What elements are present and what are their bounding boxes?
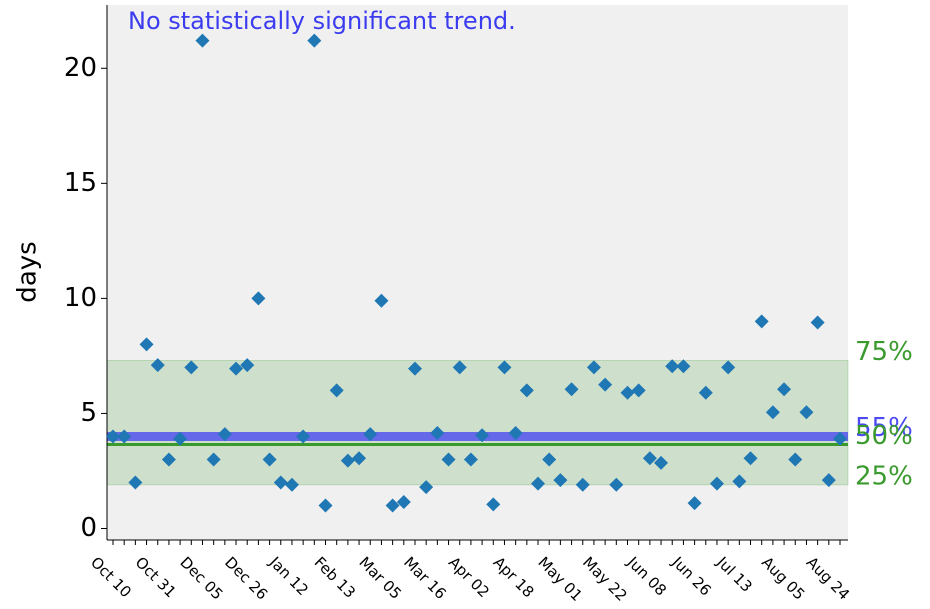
- point: [150, 358, 165, 373]
- plot-area: [107, 5, 848, 540]
- point: [665, 359, 680, 374]
- point: [833, 431, 847, 446]
- point: [363, 427, 378, 442]
- point: [575, 477, 590, 492]
- point: [631, 383, 646, 398]
- point: [508, 426, 523, 440]
- y-tick-label: 0: [80, 513, 97, 543]
- point: [531, 476, 546, 491]
- x-tick-label: Jul 13: [713, 553, 756, 596]
- y-tick-label: 10: [64, 283, 97, 313]
- point: [475, 428, 490, 443]
- x-tick-label: Mar 16: [400, 553, 450, 603]
- point: [106, 429, 120, 444]
- point: [206, 452, 221, 467]
- x-tick-label: Apr 18: [490, 553, 538, 601]
- point: [284, 477, 299, 492]
- point: [609, 477, 624, 492]
- point: [732, 474, 747, 489]
- y-tick-label: 15: [64, 168, 97, 198]
- point: [821, 473, 836, 488]
- point: [139, 337, 154, 352]
- reference-label: 75%: [855, 337, 913, 367]
- point: [352, 451, 367, 466]
- point: [687, 496, 702, 511]
- point: [296, 429, 311, 444]
- point: [598, 377, 613, 392]
- point: [374, 293, 389, 308]
- x-tick-label: Apr 02: [445, 553, 493, 601]
- point: [184, 360, 199, 375]
- iqr-band: [106, 360, 849, 486]
- point: [340, 453, 355, 468]
- x-tick-label: Aug 05: [758, 553, 808, 603]
- point: [553, 473, 568, 488]
- point: [586, 360, 601, 375]
- point: [396, 495, 411, 510]
- point: [273, 475, 288, 490]
- point: [519, 383, 534, 398]
- point: [240, 358, 255, 373]
- x-tick-label: Oct 31: [132, 553, 180, 601]
- point: [620, 385, 635, 400]
- point: [318, 498, 333, 513]
- point: [173, 431, 188, 446]
- point: [777, 382, 792, 397]
- x-tick-label: Dec 05: [176, 553, 226, 603]
- point: [709, 476, 724, 491]
- point: [262, 452, 277, 467]
- point: [788, 452, 803, 467]
- point: [698, 385, 713, 400]
- point: [161, 452, 176, 467]
- point: [642, 451, 657, 466]
- x-tick-label: Feb 13: [311, 553, 359, 601]
- x-tick-label: Jun 26: [668, 553, 715, 600]
- y-tick-label: 20: [64, 53, 97, 83]
- x-tick-label: Oct 10: [87, 553, 135, 601]
- point: [430, 426, 445, 440]
- point: [799, 405, 814, 420]
- annotation: No statistically significant trend.: [128, 7, 516, 35]
- point: [564, 382, 579, 397]
- point: [217, 427, 232, 442]
- x-tick-label: Aug 24: [803, 553, 853, 603]
- point: [251, 291, 266, 306]
- point: [497, 360, 512, 375]
- point: [743, 451, 758, 466]
- x-tick-label: Jan 12: [265, 553, 312, 600]
- reference-label: 55%: [855, 413, 913, 443]
- point: [452, 360, 467, 375]
- point: [810, 315, 825, 330]
- point: [385, 498, 400, 513]
- point: [329, 383, 344, 398]
- point: [676, 359, 691, 374]
- point: [117, 429, 132, 444]
- point: [654, 455, 669, 470]
- point: [721, 360, 736, 375]
- point: [128, 475, 143, 490]
- y-axis-label: days: [13, 241, 43, 302]
- point: [486, 497, 501, 512]
- reference-label: 25%: [855, 461, 913, 491]
- point: [229, 361, 244, 376]
- point: [307, 33, 322, 48]
- x-tick-label: May 22: [579, 553, 631, 605]
- point: [195, 33, 210, 48]
- point: [765, 405, 780, 420]
- point: [754, 314, 769, 329]
- y-tick-label: 5: [80, 398, 97, 428]
- point: [419, 480, 434, 495]
- point: [407, 361, 422, 376]
- reference-label: 50%: [855, 421, 913, 451]
- point: [542, 452, 557, 467]
- point: [463, 452, 478, 467]
- x-tick-label: Mar 05: [355, 553, 405, 603]
- x-tick-label: Dec 26: [221, 553, 271, 603]
- x-tick-label: May 01: [534, 553, 586, 605]
- point: [441, 452, 456, 467]
